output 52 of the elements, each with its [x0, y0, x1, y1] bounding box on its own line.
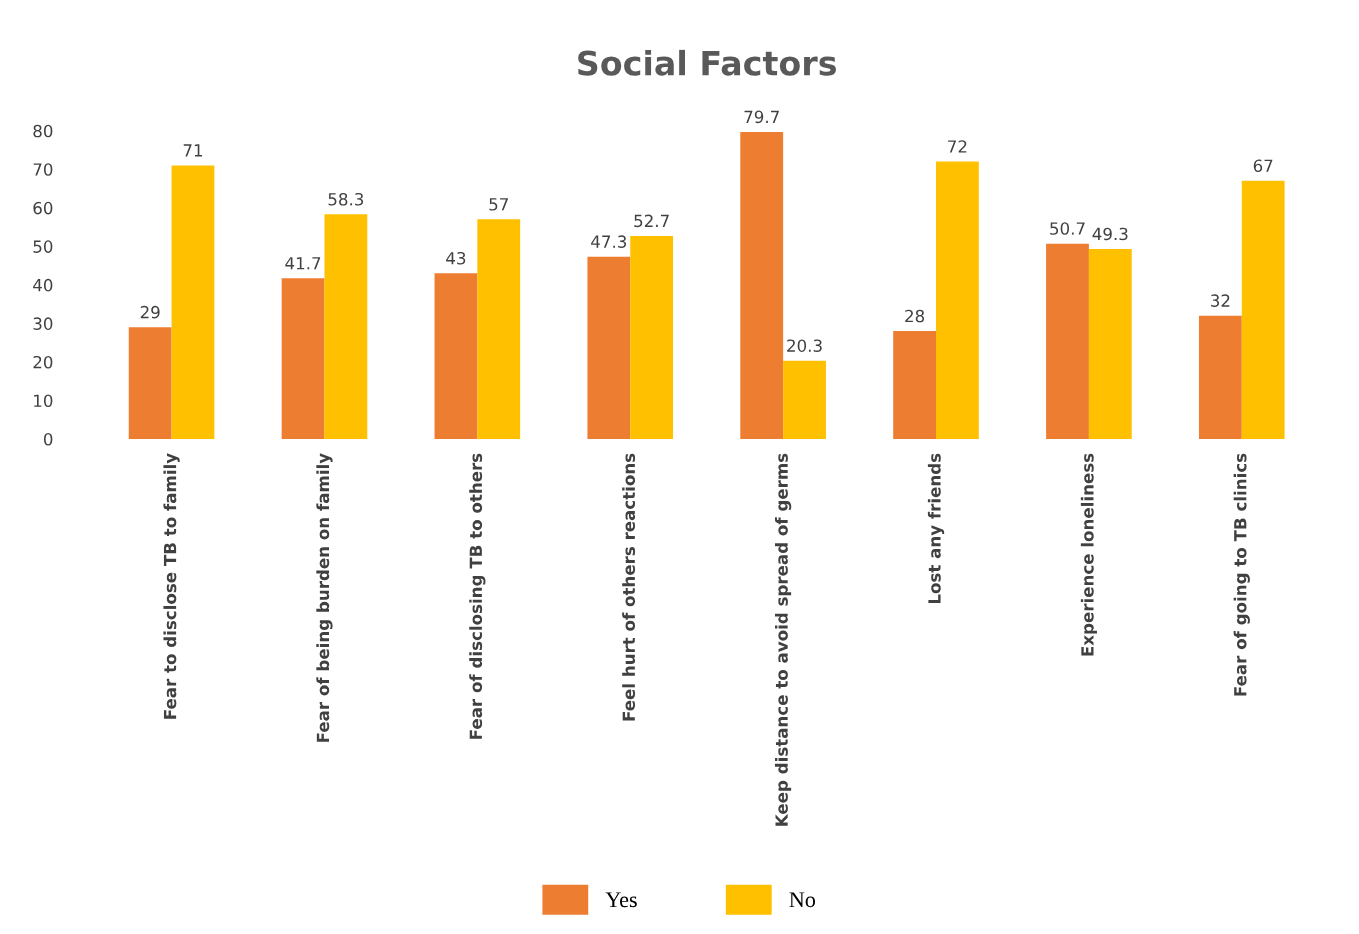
y-tick-label: 80 — [33, 124, 53, 138]
legend-label: No — [789, 892, 816, 908]
bar — [1046, 243, 1089, 439]
chart-title: Social Factors — [578, 49, 836, 76]
data-label: 41.7 — [285, 257, 321, 270]
y-tick-label: 40 — [33, 278, 53, 292]
bar — [740, 131, 784, 439]
data-label: 72 — [948, 140, 967, 153]
y-tick-label: 60 — [33, 201, 53, 215]
y-tick-label: 10 — [34, 394, 53, 408]
bar — [281, 278, 325, 439]
legend-label: Yes — [605, 892, 637, 908]
bar — [783, 360, 826, 439]
bar — [1198, 315, 1242, 439]
x-tick-label: Keep distance to avoid spread of germs — [774, 453, 792, 826]
bar — [936, 161, 979, 439]
data-label: 29 — [140, 305, 160, 319]
x-tick-label: Fear of going to TB clinics — [1233, 453, 1250, 696]
bar — [477, 219, 521, 439]
bar — [893, 331, 937, 439]
y-tick-label: 70 — [33, 163, 53, 176]
bar — [1088, 249, 1132, 439]
y-tick-label: 50 — [33, 240, 53, 253]
bar — [1241, 180, 1285, 439]
data-label: 47.3 — [591, 235, 627, 248]
bar — [128, 327, 172, 439]
x-tick-label: Fear of disclosing TB to others — [469, 453, 486, 739]
x-tick-label: Experience loneliness — [1080, 453, 1097, 656]
data-label: 32 — [1211, 294, 1230, 307]
bar — [324, 214, 368, 439]
x-tick-label: Fear of being burden on family — [316, 453, 333, 742]
y-tick-label: 20 — [33, 355, 53, 369]
data-label: 50.7 — [1050, 222, 1085, 235]
data-label: 71 — [183, 144, 203, 157]
data-label: 58.3 — [328, 192, 364, 206]
bar — [630, 235, 674, 439]
data-label: 67 — [1253, 159, 1273, 173]
bar — [434, 273, 478, 439]
data-label: 43 — [446, 251, 466, 265]
bar — [587, 256, 631, 439]
data-label: 52.7 — [634, 214, 669, 228]
y-tick-label: 30 — [33, 317, 53, 330]
bar — [171, 165, 215, 439]
data-label: 57 — [489, 198, 508, 211]
x-tick-label: Fear to disclose TB to family — [163, 453, 180, 719]
data-label: 20.3 — [787, 339, 822, 352]
data-label: 49.3 — [1092, 227, 1128, 241]
data-label: 28 — [905, 309, 925, 323]
data-label: 79.7 — [744, 110, 779, 124]
x-tick-label: Lost any friends — [927, 453, 945, 604]
y-tick-label: 0 — [43, 432, 53, 446]
x-tick-label: Feel hurt of others reactions — [622, 453, 636, 721]
